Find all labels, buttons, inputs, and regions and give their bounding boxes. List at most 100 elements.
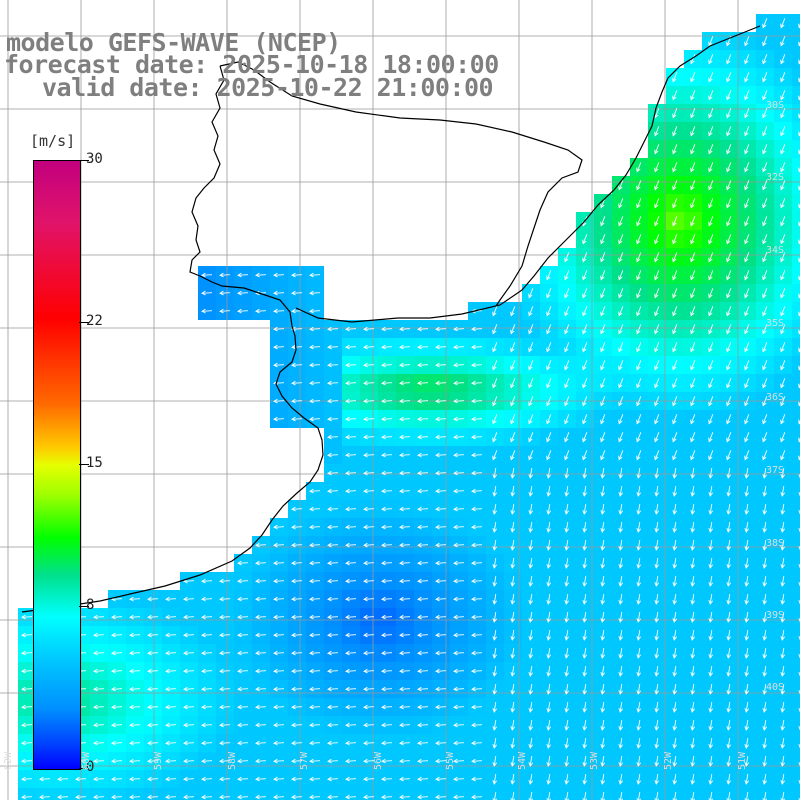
wind-arrow bbox=[654, 180, 660, 191]
wind-arrow bbox=[327, 668, 339, 674]
wind-arrow bbox=[636, 378, 642, 389]
wind-arrow bbox=[435, 632, 447, 638]
wind-arrow bbox=[654, 557, 660, 569]
wind-arrow bbox=[492, 611, 498, 623]
wind-arrow bbox=[309, 686, 321, 692]
wind-arrow bbox=[147, 668, 159, 674]
wind-arrow bbox=[273, 272, 285, 278]
wind-arrow bbox=[327, 596, 339, 602]
wind-arrow bbox=[237, 776, 249, 782]
wind-arrow bbox=[636, 432, 642, 443]
wind-arrow bbox=[417, 578, 429, 584]
wind-arrow bbox=[510, 432, 516, 443]
wind-arrow bbox=[708, 324, 714, 335]
wind-arrow bbox=[690, 288, 696, 299]
wind-arrow bbox=[399, 398, 411, 404]
wind-arrow bbox=[381, 740, 393, 746]
wind-arrow bbox=[453, 362, 465, 368]
wind-arrow bbox=[492, 360, 498, 371]
wind-arrow bbox=[600, 773, 606, 785]
wind-arrow bbox=[780, 306, 786, 317]
lon-label: 54W bbox=[517, 751, 528, 770]
wind-arrow bbox=[654, 755, 660, 767]
wind-cell bbox=[450, 788, 468, 800]
wind-arrow bbox=[726, 593, 732, 605]
wind-arrow bbox=[708, 144, 714, 155]
wind-arrow bbox=[453, 380, 465, 386]
wind-arrow bbox=[309, 632, 321, 638]
wind-arrow bbox=[708, 683, 714, 695]
wind-arrow bbox=[363, 650, 375, 656]
wind-arrow bbox=[111, 686, 123, 692]
wind-arrow bbox=[363, 758, 375, 764]
wind-arrow bbox=[672, 593, 678, 605]
wind-arrow bbox=[582, 450, 588, 461]
wind-arrow bbox=[744, 72, 750, 83]
colorbar-tick-label: 22 bbox=[86, 313, 103, 330]
wind-arrow bbox=[654, 467, 660, 479]
wind-arrow bbox=[510, 306, 516, 317]
lon-label: 56W bbox=[373, 751, 384, 770]
wind-arrow bbox=[654, 539, 660, 551]
wind-arrow bbox=[654, 378, 660, 389]
wind-arrow bbox=[255, 650, 267, 656]
wind-arrow bbox=[327, 452, 339, 458]
wind-arrow bbox=[327, 470, 339, 476]
wind-arrow bbox=[708, 719, 714, 731]
wind-arrow bbox=[417, 362, 429, 368]
wind-arrow bbox=[291, 794, 303, 800]
wind-arrow bbox=[471, 470, 483, 476]
wind-arrow bbox=[726, 162, 732, 173]
wind-arrow bbox=[510, 755, 516, 767]
wind-arrow bbox=[165, 758, 177, 764]
wind-arrow bbox=[546, 396, 552, 407]
wind-arrow bbox=[618, 629, 624, 641]
wind-arrow bbox=[546, 647, 552, 659]
wind-arrow bbox=[600, 701, 606, 713]
wind-arrow bbox=[327, 434, 339, 440]
wind-arrow bbox=[219, 794, 231, 800]
wind-arrow bbox=[762, 396, 768, 407]
wind-arrow bbox=[690, 270, 696, 281]
wind-arrow bbox=[690, 737, 696, 749]
wind-arrow bbox=[798, 744, 800, 749]
wind-arrow bbox=[618, 270, 624, 281]
wind-arrow bbox=[435, 416, 447, 422]
wind-arrow bbox=[39, 794, 51, 800]
wind-cell bbox=[792, 266, 800, 284]
colorbar-tick-label: 15 bbox=[86, 455, 103, 471]
wind-cell bbox=[792, 716, 800, 734]
wind-arrow bbox=[510, 521, 516, 533]
wind-arrow bbox=[546, 270, 552, 281]
wind-arrow bbox=[453, 632, 465, 638]
wind-arrow bbox=[798, 798, 800, 800]
wind-arrow bbox=[708, 216, 714, 227]
wind-arrow bbox=[309, 578, 321, 584]
wind-arrow bbox=[510, 647, 516, 659]
wind-arrow bbox=[255, 308, 267, 314]
wind-arrow bbox=[780, 665, 786, 677]
wind-arrow bbox=[309, 776, 321, 782]
wind-arrow bbox=[780, 521, 786, 533]
wind-arrow bbox=[744, 216, 750, 227]
wind-arrow bbox=[618, 701, 624, 713]
wind-arrow bbox=[672, 396, 678, 407]
wind-arrow bbox=[762, 180, 768, 191]
wind-arrow bbox=[744, 126, 750, 137]
wind-arrow bbox=[618, 252, 624, 263]
wind-arrow bbox=[744, 521, 750, 533]
wind-arrow bbox=[744, 144, 750, 155]
wind-arrow bbox=[762, 216, 768, 227]
wind-cell bbox=[378, 788, 396, 800]
wind-arrow bbox=[510, 665, 516, 677]
wind-arrow bbox=[471, 668, 483, 674]
wind-cell bbox=[540, 788, 558, 800]
wind-arrow bbox=[762, 270, 768, 281]
wind-arrow bbox=[726, 683, 732, 695]
wind-arrow bbox=[345, 740, 357, 746]
wind-arrow bbox=[636, 270, 642, 281]
wind-arrow bbox=[291, 326, 303, 332]
wind-arrow bbox=[708, 126, 714, 137]
wind-arrow bbox=[672, 180, 678, 191]
wind-arrow bbox=[399, 416, 411, 422]
